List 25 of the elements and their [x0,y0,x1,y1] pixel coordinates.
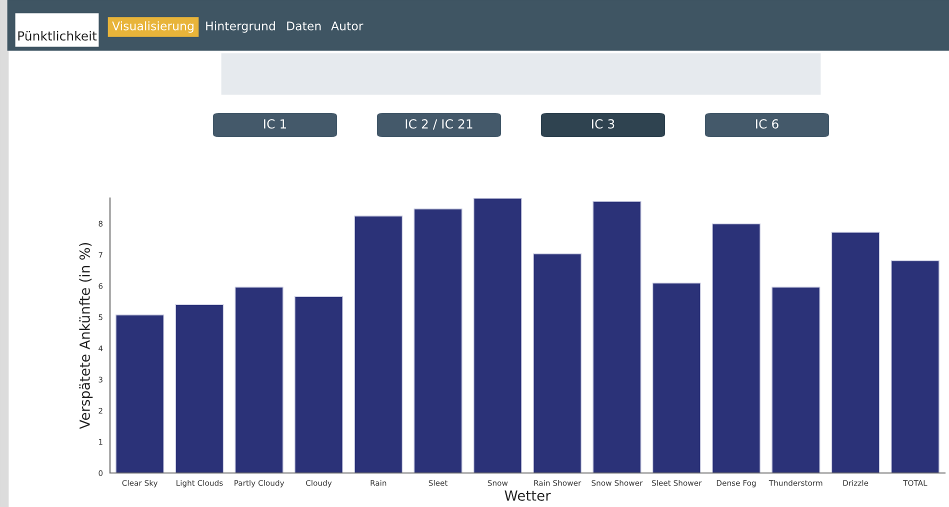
bar [116,314,164,473]
text: Daten [287,22,321,30]
bar [414,208,462,473]
bar [772,286,820,473]
x-axis-title: Wetter [504,490,551,501]
text: Visualisierung [112,21,194,33]
text: IC 1 [264,119,286,129]
text: IC 2 / IC 21 [406,119,472,130]
text: Hintergrund [206,21,275,33]
bar [712,223,761,473]
text: Autor [331,22,364,30]
text: Pünktlichkeit [18,30,97,41]
bar [831,232,880,473]
bar [592,201,642,473]
text: IC 3 [592,119,614,129]
bar [234,286,284,473]
text: IC 6 [756,119,778,129]
bar [890,260,940,473]
bar [354,216,403,473]
bar [175,304,224,473]
y-axis-title: Verspätete Ankünfte (in %) [79,243,93,430]
bar [652,282,701,473]
bar [294,296,344,473]
bar [533,253,582,473]
bar [473,198,522,473]
